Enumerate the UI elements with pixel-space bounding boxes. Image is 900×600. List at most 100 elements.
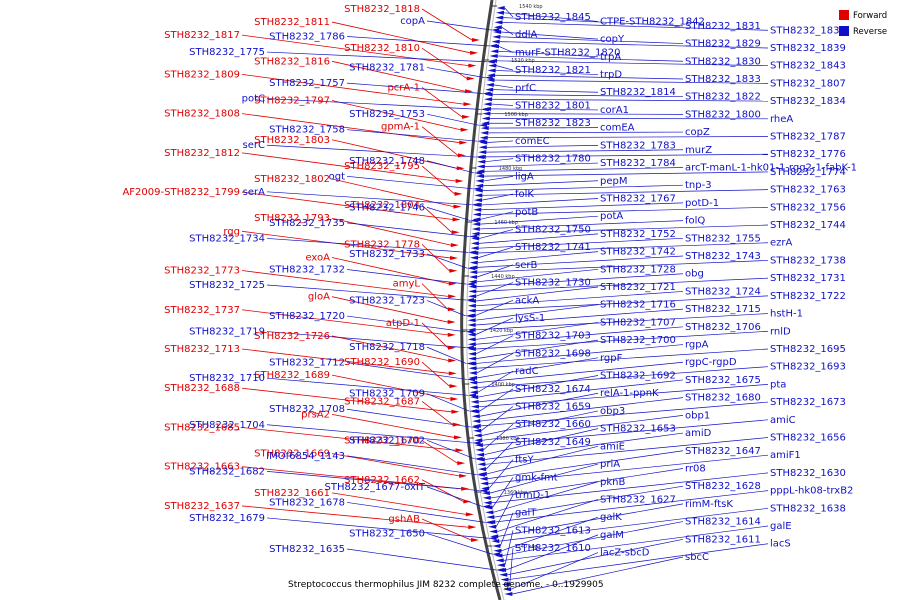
forward-gene-label: STH8232_1797	[254, 96, 330, 107]
forward-gene-mark	[457, 153, 466, 158]
reverse-gene-mark	[469, 234, 478, 239]
reverse-leader-line	[488, 454, 769, 484]
reverse-gene-label: STH8232_1731	[770, 273, 846, 284]
reverse-leader-line	[476, 273, 684, 287]
reverse-gene-label: rr08	[685, 463, 706, 474]
reverse-leader-line	[488, 131, 684, 134]
reverse-leader-line	[490, 468, 684, 499]
reverse-leader-line	[495, 70, 599, 75]
reverse-gene-label: ddlA	[515, 30, 537, 41]
reverse-gene-label: relA-1-ppnK	[600, 388, 659, 399]
reverse-leader-line	[266, 331, 466, 348]
reverse-gene-label: rimM-ftsK	[685, 499, 733, 510]
reverse-leader-line	[476, 268, 599, 283]
forward-gene-mark	[454, 191, 463, 196]
legend-forward-label: Forward	[853, 11, 887, 21]
reverse-gene-label: STH8232_1724	[685, 286, 761, 297]
reverse-gene-label: STH8232_1784	[600, 158, 676, 169]
reverse-gene-label: CTPE-STH8232_1842	[600, 16, 705, 27]
forward-gene-mark	[451, 409, 460, 414]
reverse-leader-line	[492, 94, 684, 98]
forward-gene-label: STH8232_1803	[254, 135, 330, 146]
reverse-leader-line	[493, 84, 514, 89]
reverse-gene-label: STH8232_1746	[349, 202, 425, 213]
forward-gene-label: STH8232_1685	[164, 422, 240, 433]
reverse-gene-label: STH8232_1780	[515, 154, 591, 165]
reverse-gene-label: obp1	[685, 410, 710, 421]
reverse-gene-mark	[484, 75, 493, 80]
forward-gene-mark	[455, 448, 464, 453]
reverse-gene-label: galM	[600, 530, 624, 541]
reverse-gene-mark	[469, 390, 478, 395]
forward-gene-mark	[449, 384, 458, 389]
reverse-gene-label: STH8232_1742	[600, 247, 676, 258]
reverse-gene-label: copY	[600, 34, 625, 45]
scale-tick-label: 1460 kbp	[494, 220, 518, 226]
reverse-gene-label: potB	[515, 207, 538, 218]
reverse-gene-label: STH8232_1733	[349, 249, 425, 260]
reverse-gene-mark	[493, 548, 502, 553]
reverse-gene-mark	[467, 266, 476, 271]
reverse-gene-mark	[470, 241, 479, 246]
reverse-leader-line	[481, 198, 599, 206]
reverse-leader-line	[475, 322, 599, 340]
forward-gene-mark	[465, 89, 474, 94]
reverse-gene-label: STH8232_1757	[269, 78, 345, 89]
reverse-gene-label: STH8232_1712	[269, 358, 345, 369]
reverse-leader-line	[497, 55, 684, 62]
reverse-gene-mark	[473, 207, 482, 212]
reverse-gene-label: STH8232_1704	[189, 420, 265, 431]
forward-gene-label: STH8232_1662	[344, 475, 420, 486]
reverse-leader-line	[475, 335, 514, 355]
reverse-leader-line	[476, 282, 514, 297]
reverse-gene-label: STH8232_1750	[515, 224, 591, 235]
reverse-gene-mark	[470, 255, 479, 260]
reverse-gene-label: radC	[515, 366, 539, 377]
reverse-leader-line	[501, 516, 599, 552]
reverse-leader-line	[510, 552, 599, 590]
reverse-gene-mark	[467, 303, 476, 308]
reverse-leader-line	[479, 229, 514, 239]
reverse-gene-label: STH8232_1843	[770, 61, 846, 72]
reverse-gene-mark	[467, 318, 476, 323]
reverse-gene-label: ftsY	[515, 455, 534, 466]
reverse-gene-mark	[478, 467, 487, 472]
reverse-gene-label: STH8232_1774	[770, 167, 846, 178]
reverse-gene-mark	[477, 159, 486, 164]
scale-tick-label: 1420 kbp	[490, 328, 514, 334]
reverse-gene-label: galE	[770, 521, 792, 532]
forward-gene-label: STH8232_1688	[164, 383, 240, 394]
reverse-leader-line	[475, 308, 684, 326]
reverse-leader-line	[490, 113, 684, 115]
forward-gene-label: rgg	[223, 226, 240, 237]
reverse-gene-label: serA	[243, 187, 265, 198]
reverse-leader-line	[426, 20, 492, 31]
forward-leader-line	[421, 244, 450, 272]
reverse-leader-line	[266, 238, 469, 253]
reverse-gene-mark	[468, 289, 477, 294]
reverse-gene-label: STH8232_1693	[770, 362, 846, 373]
reverse-gene-mark	[469, 260, 478, 265]
reverse-leader-line	[346, 129, 478, 142]
reverse-gene-mark	[489, 54, 498, 59]
forward-leader-line	[241, 230, 451, 259]
reverse-leader-line	[476, 339, 599, 359]
forward-gene-mark	[471, 38, 480, 42]
reverse-leader-line	[475, 317, 514, 335]
reverse-gene-mark	[483, 500, 492, 505]
forward-gene-marks	[447, 38, 480, 542]
reverse-gene-mark	[472, 186, 481, 191]
reverse-gene-label: tnp-3	[685, 180, 712, 191]
reverse-gene-label: STH8232_1829	[685, 39, 761, 50]
reverse-leader-line	[346, 362, 468, 380]
reverse-gene-label: STH8232_1673	[770, 397, 846, 408]
reverse-gene-label: potC	[242, 94, 265, 105]
reverse-leader-line	[479, 220, 684, 230]
forward-gene-label: STH8232_1726	[254, 331, 330, 342]
forward-leader-line	[421, 479, 464, 502]
reverse-leader-line	[475, 286, 599, 302]
reverse-gene-mark	[496, 563, 505, 568]
reverse-leader-line	[487, 136, 769, 139]
reverse-leader-line	[495, 490, 769, 523]
